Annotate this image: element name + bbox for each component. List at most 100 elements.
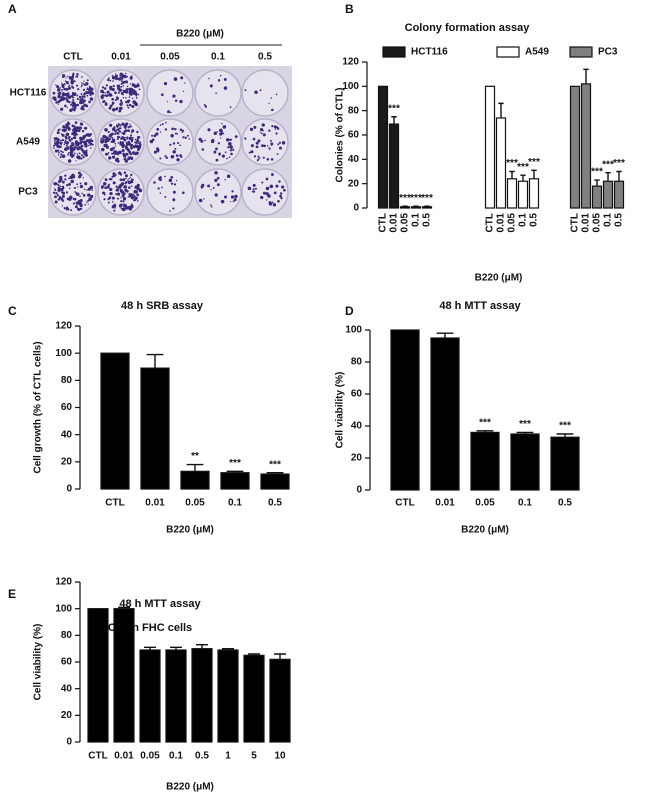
colony: [76, 133, 79, 136]
colony: [122, 93, 124, 96]
colony: [101, 147, 105, 152]
colony: [104, 152, 108, 156]
colony: [71, 104, 75, 107]
colony: [179, 144, 182, 147]
colony: [54, 195, 57, 199]
colony: [62, 151, 64, 154]
colony: [165, 121, 167, 124]
colony: [84, 126, 88, 130]
x-tick-label: CTL: [485, 213, 496, 232]
colony: [204, 105, 208, 108]
colony: [220, 199, 225, 204]
colony: [57, 131, 60, 134]
colony: [66, 75, 69, 78]
x-tick-label: 0.01: [389, 213, 400, 233]
colony: [180, 155, 183, 158]
colony: [112, 75, 116, 80]
colony: [131, 196, 135, 200]
colony: [74, 125, 76, 127]
colony: [64, 139, 67, 142]
colony: [61, 90, 63, 92]
colony: [114, 158, 119, 162]
column-label: 0.05: [160, 52, 180, 63]
error-bar: [616, 170, 622, 182]
colony: [65, 141, 69, 145]
colony: [271, 125, 274, 128]
error-bar: [196, 643, 208, 649]
colony: [79, 208, 82, 211]
colony: [281, 185, 285, 189]
colony: [208, 77, 210, 80]
colony: [68, 136, 71, 139]
colony: [85, 139, 89, 143]
colony: [265, 199, 268, 201]
x-tick-label: CTL: [570, 213, 581, 232]
colony: [90, 194, 94, 199]
y-tick-label: 0: [356, 485, 362, 496]
colony: [108, 156, 112, 160]
error-bar: [605, 172, 611, 182]
significance-label: ***: [506, 158, 518, 169]
colony: [63, 83, 66, 86]
colony: [111, 97, 114, 101]
y-tick-label: 0: [66, 737, 72, 748]
colony: [119, 136, 121, 138]
colony: [220, 137, 222, 139]
colony: [69, 139, 72, 142]
colony: [175, 179, 178, 182]
bar: [470, 431, 500, 491]
colony: [69, 150, 74, 154]
colony: [118, 150, 122, 155]
colony: [91, 92, 95, 95]
chart-title: Colony formation assay: [405, 22, 531, 34]
colony: [114, 129, 117, 133]
colony: [209, 84, 213, 88]
x-tick-label: 0.1: [411, 213, 422, 227]
colony: [53, 140, 56, 142]
colony: [82, 140, 86, 144]
significance-label: ***: [602, 159, 614, 170]
colony: [113, 209, 116, 212]
colony: [267, 194, 271, 198]
colony: [170, 134, 174, 138]
colony: [169, 143, 172, 146]
colony: [88, 92, 90, 95]
colony: [172, 142, 176, 145]
colony: [116, 96, 119, 99]
colony: [64, 80, 67, 82]
colony: [124, 136, 126, 139]
colony: [234, 194, 238, 199]
colony: [169, 210, 171, 212]
colony: [70, 103, 73, 106]
x-tick-label: 0.05: [475, 498, 495, 509]
colony: [128, 96, 131, 98]
x-axis-label: B220 (μM): [166, 782, 214, 793]
colony: [57, 188, 61, 192]
colony: [82, 156, 85, 159]
colony: [61, 82, 63, 84]
colony: [125, 145, 128, 148]
colony: [112, 80, 114, 82]
colony: [60, 97, 64, 101]
colony: [83, 188, 86, 191]
colony: [124, 127, 127, 130]
bar: [139, 649, 161, 743]
y-tick-label: 40: [61, 429, 73, 440]
colony: [203, 103, 206, 106]
colony: [63, 87, 66, 91]
colony: [90, 137, 92, 140]
colony: [86, 201, 88, 203]
colony: [250, 150, 254, 154]
colony: [230, 146, 233, 149]
colony: [125, 177, 127, 180]
colony: [76, 155, 80, 159]
chart-title: 48 h SRB assay: [121, 300, 204, 312]
colony: [61, 93, 65, 97]
colony: [55, 141, 58, 144]
bar: [421, 206, 433, 209]
colony: [172, 207, 175, 210]
colony: [230, 152, 233, 156]
colony: [111, 140, 115, 144]
colony: [129, 193, 134, 197]
